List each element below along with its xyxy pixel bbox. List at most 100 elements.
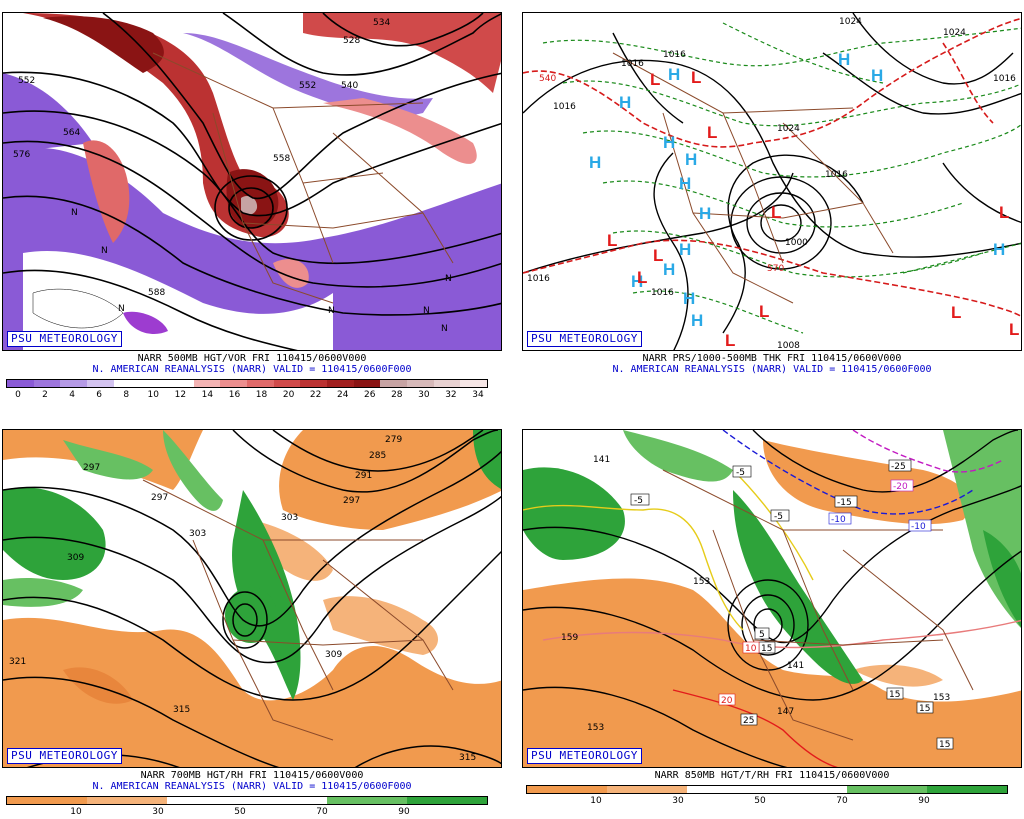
caption-line-2: N. AMERICAN REANALYSIS (NARR) VALID = 11… xyxy=(92,364,412,375)
thickness-label: 570 xyxy=(767,264,784,274)
contour-label: 315 xyxy=(459,753,476,763)
colorbar-tick-label: 22 xyxy=(309,390,322,400)
low-pressure-symbol: L xyxy=(771,203,781,222)
contour-label: 552 xyxy=(299,81,316,91)
svg-text:-10: -10 xyxy=(831,515,846,525)
isobar-label: 1024 xyxy=(777,124,800,134)
colorbar-tick-label: 90 xyxy=(398,807,410,817)
low-pressure-symbol: L xyxy=(607,231,617,250)
colorbar-swatch xyxy=(527,786,607,793)
colorbar-tick-label: 10 xyxy=(147,390,160,400)
svg-text:15: 15 xyxy=(889,690,900,700)
colorbar-swatch xyxy=(767,786,847,793)
colorbar-swatch xyxy=(167,797,247,804)
svg-text:15: 15 xyxy=(939,740,950,750)
colorbar-swatch xyxy=(113,380,141,387)
contour-label: 540 xyxy=(341,81,358,91)
isobar-label: 1016 xyxy=(553,102,576,112)
psu-badge: PSU METEOROLOGY xyxy=(7,748,122,764)
high-pressure-symbol: H xyxy=(685,150,697,169)
colorbar-tick-label: 32 xyxy=(445,390,457,400)
isobar-label: 1016 xyxy=(527,274,550,284)
colorbar-swatch xyxy=(380,380,408,387)
contour-label: 321 xyxy=(9,657,26,667)
contour-label: 141 xyxy=(593,455,610,465)
colorbar-tick-label: 10 xyxy=(590,796,602,806)
low-pressure-symbol: L xyxy=(637,268,647,287)
colorbar-tick-label: 0 xyxy=(15,390,21,400)
contour-label: 285 xyxy=(369,451,386,461)
colorbar-swatch xyxy=(460,380,488,387)
colorbar-labels: 10 30 50 70 90 xyxy=(526,794,1006,806)
contour-label: 147 xyxy=(777,707,794,717)
svg-text:25: 25 xyxy=(743,716,754,726)
contour-label: 159 xyxy=(561,633,578,643)
temp-label: -25 xyxy=(888,459,912,472)
psu-badge: PSU METEOROLOGY xyxy=(527,748,642,764)
low-pressure-symbol: L xyxy=(951,303,961,322)
colorbar xyxy=(526,785,1008,794)
colorbar-swatch xyxy=(7,797,87,804)
high-pressure-symbol: H xyxy=(631,272,643,291)
svg-text:15: 15 xyxy=(919,704,930,714)
colorbar-tick-label: 16 xyxy=(228,390,241,400)
panel-500mb-vorticity: 552 564 576 528 534 540 552 558 588 N N … xyxy=(2,12,502,400)
map-700mb-graphic: 279 285 291 297 297 303 303 309 297 309 … xyxy=(3,430,501,767)
svg-text:5: 5 xyxy=(759,630,765,640)
high-pressure-symbol: H xyxy=(589,153,601,172)
colorbar-tick-label: 20 xyxy=(282,390,295,400)
colorbar-swatch xyxy=(247,380,274,387)
temp-label: -20 xyxy=(890,479,914,492)
low-pressure-symbol: L xyxy=(725,331,735,350)
contour-label: 309 xyxy=(67,553,84,563)
colorbar-tick-label: 70 xyxy=(836,796,848,806)
colorbar-tick-label: 50 xyxy=(234,807,246,817)
colorbar-tick-label: 14 xyxy=(201,390,214,400)
high-pressure-symbol: H xyxy=(663,260,675,279)
low-pressure-symbol: L xyxy=(759,302,769,321)
vort-min-symbol: N xyxy=(71,208,78,218)
temp-label: 15 xyxy=(916,701,934,714)
colorbar-tick-label: 10 xyxy=(70,807,82,817)
svg-text:-5: -5 xyxy=(634,496,643,506)
contour-label: 309 xyxy=(325,650,342,660)
isobar-label: 1008 xyxy=(777,341,800,351)
map-700mb: 279 285 291 297 297 303 303 309 297 309 … xyxy=(2,429,502,768)
colorbar-tick-label: 30 xyxy=(672,796,684,806)
colorbar-swatch xyxy=(247,797,327,804)
low-pressure-symbol: L xyxy=(707,123,717,142)
contour-label: 141 xyxy=(787,661,804,671)
colorbar-swatch xyxy=(7,380,34,387)
panel-700mb-rh: 279 285 291 297 297 303 303 309 297 309 … xyxy=(2,429,502,817)
colorbar-swatch xyxy=(327,380,354,387)
high-pressure-symbol: H xyxy=(619,93,631,112)
colorbar-swatch xyxy=(60,380,88,387)
contour-label: 291 xyxy=(355,471,372,481)
temp-label: 15 xyxy=(886,687,904,700)
colorbar-swatch xyxy=(220,380,248,387)
high-pressure-symbol: H xyxy=(838,50,850,69)
temp-label: -5 xyxy=(630,493,650,506)
vort-min-symbol: N xyxy=(118,304,125,314)
caption-line-1: NARR 850MB HGT/T/RH FRI 110415/0600V000 xyxy=(654,770,890,781)
isobar-label: 1024 xyxy=(839,17,862,27)
contour-label: 303 xyxy=(189,529,206,539)
colorbar-swatch xyxy=(327,797,407,804)
colorbar-swatch xyxy=(87,797,167,804)
contour-label: 279 xyxy=(385,435,402,445)
temp-label: -10 xyxy=(908,519,932,532)
high-pressure-symbol: H xyxy=(683,289,695,308)
caption-line-1: NARR 500MB HGT/VOR FRI 110415/0600V000 xyxy=(137,353,367,364)
map-500mb: 552 564 576 528 534 540 552 558 588 N N … xyxy=(2,12,502,351)
colorbar-tick-label: 90 xyxy=(918,796,930,806)
isobar-label: 1024 xyxy=(943,28,966,38)
colorbar-labels: 0 2 4 6 8 10 12 14 16 18 20 22 24 26 28 30 32 34 xyxy=(6,388,486,400)
colorbar-tick-label: 50 xyxy=(754,796,766,806)
isobar-label: 1016 xyxy=(825,170,848,180)
high-pressure-symbol: H xyxy=(993,240,1005,259)
vort-min-symbol: N xyxy=(445,274,452,284)
high-pressure-symbol: H xyxy=(871,66,883,85)
vort-min-symbol: N xyxy=(328,306,335,316)
svg-text:-10: -10 xyxy=(911,522,926,532)
panel-850mb-temp-rh: 141 153 159 153 147 141 153 -5 -5 -5 -15… xyxy=(522,429,1022,806)
